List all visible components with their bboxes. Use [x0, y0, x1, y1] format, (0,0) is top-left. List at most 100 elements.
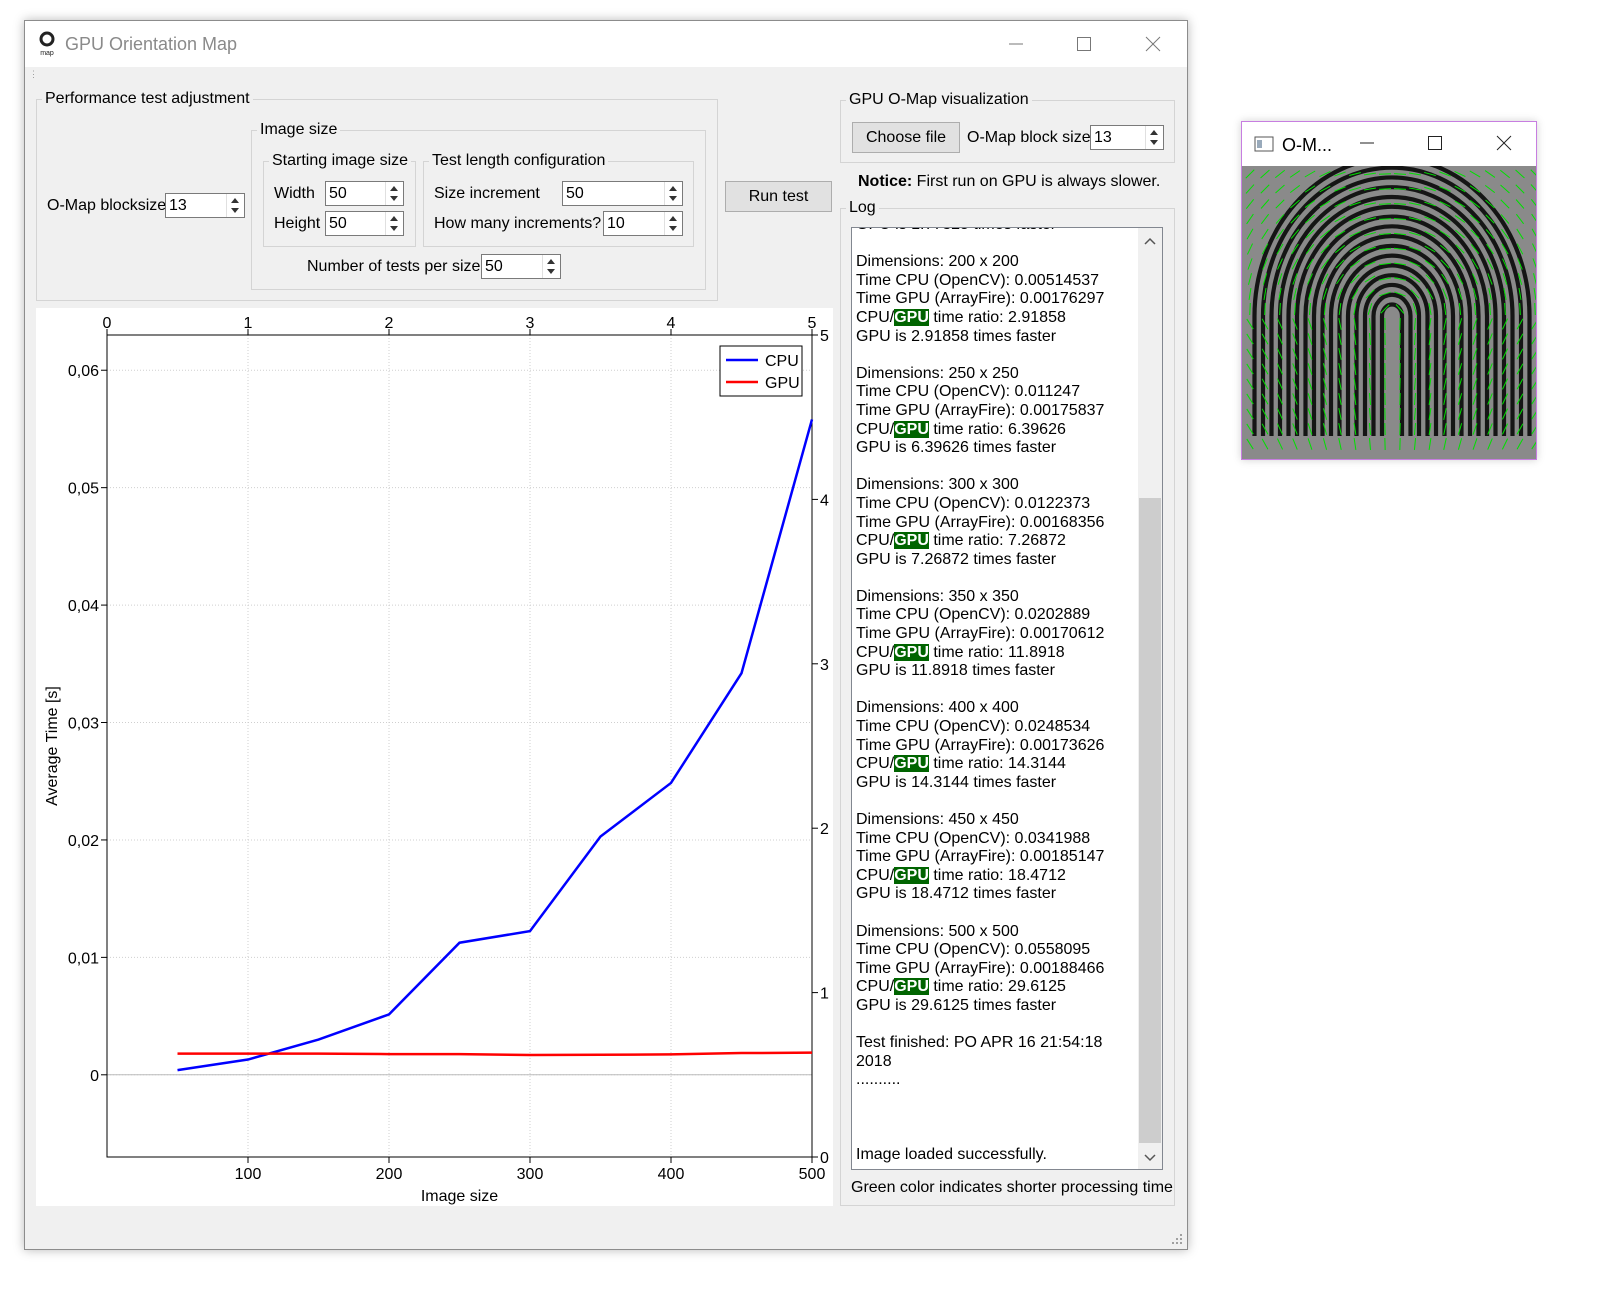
fingerprint-mark	[1501, 318, 1509, 330]
log-line: Time GPU (ArrayFire): 0.00188466	[856, 959, 1105, 977]
fingerprint-mark	[1304, 200, 1316, 208]
fingerprint-mark	[1334, 244, 1346, 254]
preview-maximize-button[interactable]	[1410, 126, 1460, 160]
fingerprint-mark	[1441, 273, 1449, 285]
fingerprint-mark	[1353, 437, 1357, 451]
log-group	[840, 208, 1175, 1206]
fingerprint-mark	[1362, 282, 1422, 436]
fingerprint-mark	[1349, 201, 1361, 207]
log-text-area[interactable]: GPU is 1.77325 times faster Dimensions: …	[851, 227, 1163, 1170]
log-line: Time GPU (ArrayFire): 0.00173626	[856, 736, 1105, 754]
maximize-button[interactable]	[1059, 27, 1109, 61]
width-spinbox[interactable]: 50	[325, 181, 404, 206]
log-ratio-suffix: time ratio: 29.6125	[928, 978, 1066, 996]
fingerprint-mark	[1424, 201, 1436, 207]
log-line: Time CPU (OpenCV): 0.011247	[856, 383, 1081, 401]
spin-arrows-icon[interactable]	[385, 212, 403, 235]
fingerprint-mark	[1276, 378, 1284, 390]
timing-chart-svg: 100 200 300 400 50000,010,020,030,040,050,06…	[44, 315, 829, 1205]
fingerprint-mark	[1276, 438, 1284, 450]
log-scrollbar-thumb[interactable]	[1139, 498, 1161, 1143]
notice-bold: Notice:	[858, 173, 913, 190]
window-title: GPU Orientation Map	[65, 34, 238, 54]
log-ratio-suffix: time ratio: 2.91858	[928, 308, 1066, 326]
fingerprint-mark	[1413, 392, 1417, 406]
size-increment-spinbox[interactable]: 50	[562, 181, 683, 206]
fingerprint-mark	[1368, 437, 1372, 451]
increments-spinbox[interactable]: 10	[603, 211, 683, 236]
log-ratio-prefix: CPU/	[856, 978, 895, 996]
fingerprint-mark	[1350, 274, 1360, 284]
fingerprint-mark	[1501, 363, 1509, 375]
spin-arrows-icon[interactable]	[1145, 126, 1163, 149]
minimize-button[interactable]	[991, 27, 1041, 61]
spin-arrows-icon[interactable]	[542, 255, 560, 278]
spin-arrows-icon[interactable]	[664, 182, 682, 205]
fingerprint-mark	[1424, 216, 1436, 222]
fingerprint-mark	[1277, 273, 1283, 285]
log-blank	[856, 1127, 1136, 1146]
fingerprint-mark	[1380, 304, 1390, 314]
fingerprint-mark	[1338, 393, 1342, 405]
fingerprint-mark	[1378, 262, 1392, 266]
y-tick-label: 0	[90, 1068, 99, 1085]
resize-grip-icon[interactable]	[1171, 1233, 1183, 1245]
blocksize-spinbox[interactable]: 13	[165, 193, 245, 218]
top-tick-label: 0	[103, 315, 112, 332]
fingerprint-mark	[1470, 244, 1480, 254]
preview-close-button[interactable]	[1479, 126, 1529, 160]
height-spinbox[interactable]: 50	[325, 211, 404, 236]
fingerprint-mark	[1261, 228, 1269, 240]
preview-window-title: O-M...	[1282, 135, 1332, 155]
gpu-highlight: GPU	[894, 420, 929, 438]
fingerprint-mark	[1319, 215, 1331, 223]
fingerprint-mark	[1304, 185, 1316, 193]
tests-per-size-spinbox[interactable]: 50	[481, 254, 561, 279]
close-button[interactable]	[1128, 27, 1178, 61]
fingerprint-mark	[1413, 377, 1417, 391]
chevron-down-icon[interactable]	[1144, 1154, 1156, 1162]
fingerprint-mark	[1428, 422, 1432, 436]
fingerprint-mark	[1516, 363, 1524, 375]
fingerprint-mark	[1349, 216, 1361, 222]
log-scrollbar[interactable]	[1138, 228, 1162, 1169]
fingerprint-mark	[1487, 423, 1493, 435]
log-ratio-suffix: time ratio: 6.39626	[928, 420, 1066, 438]
fingerprint-mark	[1443, 348, 1447, 360]
choose-file-button[interactable]: Choose file	[852, 122, 960, 153]
fingerprint-mark	[1307, 333, 1313, 345]
fingerprint-mark	[1428, 437, 1432, 451]
fingerprint-mark	[1472, 348, 1478, 360]
log-content: GPU is 1.77325 times faster Dimensions: …	[856, 228, 1136, 1164]
block-size-spinbox[interactable]: 13	[1090, 125, 1164, 150]
fingerprint-mark	[1353, 407, 1357, 421]
fingerprint-mark	[1323, 302, 1327, 316]
spin-arrows-icon[interactable]	[226, 194, 244, 217]
fingerprint-mark	[1320, 258, 1330, 270]
fingerprint-mark	[1473, 302, 1477, 316]
spin-arrows-icon[interactable]	[385, 182, 403, 205]
fingerprint-mark	[1424, 260, 1436, 268]
fingerprint-mark	[1410, 289, 1420, 299]
fingerprint-mark	[1338, 333, 1342, 345]
plot-frame	[106, 334, 813, 1158]
run-test-button[interactable]: Run test	[725, 181, 832, 212]
top-tick-label: 3	[526, 315, 535, 332]
fingerprint-mark	[1378, 247, 1392, 251]
chevron-up-icon[interactable]	[1144, 237, 1156, 245]
spin-arrows-icon[interactable]	[664, 212, 682, 235]
fingerprint-mark	[1516, 348, 1524, 360]
fingerprint-mark	[1393, 232, 1407, 236]
preview-minimize-button[interactable]	[1342, 126, 1392, 160]
fingerprint-mark	[1367, 303, 1373, 315]
fingerprint-mark	[1472, 438, 1478, 450]
fingerprint-mark	[1409, 261, 1421, 267]
fingerprint-mark	[1428, 332, 1432, 346]
preview-window: O-M...	[1241, 121, 1540, 460]
title-bar[interactable]: map GPU Orientation Map	[25, 21, 1187, 67]
fingerprint-mark	[1289, 170, 1301, 178]
fingerprint-mark	[1443, 318, 1447, 330]
fingerprint-mark	[1328, 243, 1456, 436]
fingerprint-mark	[1353, 377, 1357, 391]
fingerprint-mark	[1261, 243, 1269, 255]
